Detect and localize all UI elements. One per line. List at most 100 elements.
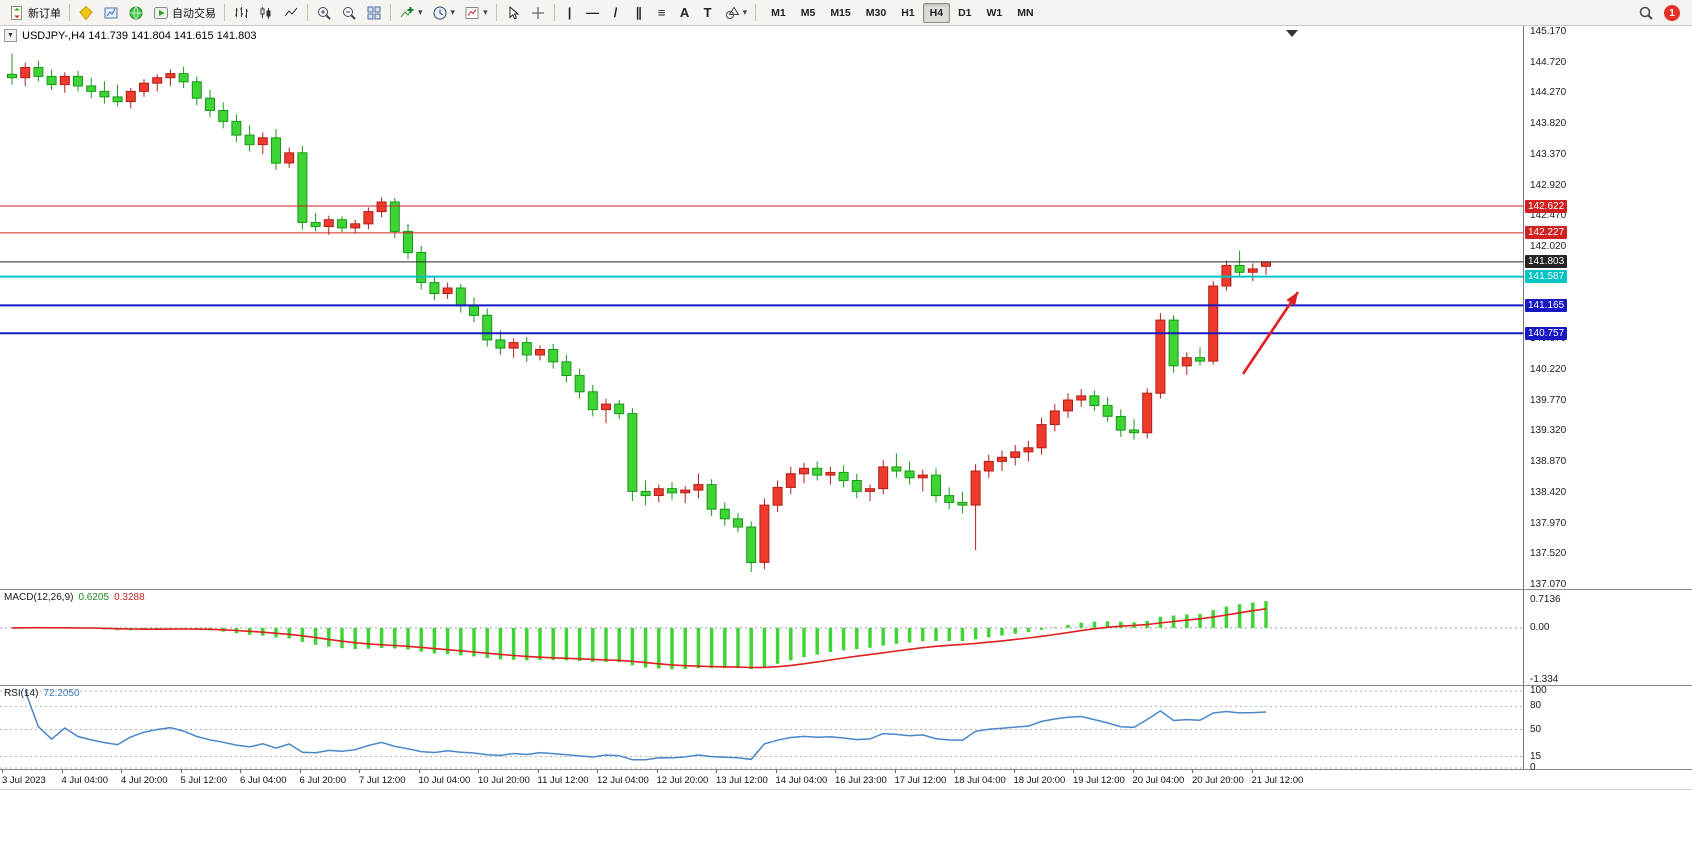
periods-button[interactable]: ▾	[428, 2, 460, 24]
rsi-axis-label: 80	[1530, 700, 1542, 712]
shapes-tool[interactable]: ▾	[720, 2, 752, 24]
toolbar-separator	[224, 4, 225, 21]
toolbar-separator	[755, 4, 757, 21]
indicators-button[interactable]: ▾	[395, 2, 427, 24]
text-tool-icon: A	[679, 5, 690, 20]
navigator-button[interactable]	[124, 2, 148, 24]
chart-shift-marker[interactable]	[1286, 30, 1298, 37]
data-window-button[interactable]	[99, 2, 123, 24]
cursor-button[interactable]	[501, 2, 525, 24]
time-tick	[121, 770, 122, 773]
timeframe-button-d1[interactable]: D1	[958, 6, 972, 19]
macd-panel[interactable]: MACD(12,26,9) 0.6205 0.3288 0.7136 0.00 -1…	[0, 590, 1692, 686]
zoom-in-button[interactable]	[312, 2, 336, 24]
tile-windows-button[interactable]	[362, 2, 386, 24]
time-tick	[1073, 770, 1074, 773]
channel-tool[interactable]: ∥	[628, 2, 650, 24]
new-order-label: 新订单	[28, 7, 61, 20]
price-tag-141.587: 141.587	[1525, 270, 1568, 284]
one-click-collapse-button[interactable]: ▼	[4, 29, 17, 42]
timeframe-button-h1[interactable]: H1	[901, 6, 915, 19]
timeframe-button-m1[interactable]: M1	[771, 6, 786, 19]
time-axis-label: 12 Jul 20:00	[656, 775, 709, 786]
trendline-tool[interactable]: /	[605, 2, 627, 24]
fibonacci-tool[interactable]: ≡	[651, 2, 673, 24]
price-axis-label: 144.720	[1530, 56, 1567, 68]
time-axis[interactable]: 3 Jul 2023 4 Jul 04:00 4 Jul 20:00 5 Jul 12…	[0, 770, 1692, 790]
time-tick	[597, 770, 598, 773]
notification-badge[interactable]: 1	[1664, 5, 1680, 21]
text-tool[interactable]: A	[674, 2, 696, 24]
templates-button[interactable]: ▾	[460, 2, 492, 24]
price-axis-label: 137.970	[1530, 517, 1567, 529]
timeframe-button-m15[interactable]: M15	[830, 6, 851, 19]
timeframe-button-mn[interactable]: MN	[1017, 6, 1034, 19]
time-tick	[1192, 770, 1193, 773]
price-axis-label: 144.270	[1530, 87, 1567, 99]
candlestick-chart-icon	[260, 6, 271, 19]
price-axis-label: 143.820	[1530, 118, 1567, 130]
timeframe-button-m5[interactable]: M5	[800, 6, 816, 19]
time-axis-label: 16 Jul 23:00	[835, 775, 887, 786]
crosshair-button[interactable]	[526, 2, 550, 24]
zoom-out-button[interactable]	[337, 2, 361, 24]
price-axis: 145.170 144.720 144.270 143.820 143.370 142.9…	[1523, 26, 1692, 590]
time-tick	[1251, 770, 1253, 773]
rsi-value: 72.2050	[43, 688, 80, 699]
clock-icon	[433, 6, 447, 19]
timeframe-button-w1[interactable]: W1	[986, 6, 1003, 19]
toolbar-separator	[390, 4, 391, 21]
autotrading-label: 自动交易	[172, 7, 216, 20]
toolbar: 新订单 自动交易	[0, 0, 1692, 26]
time-axis-label: 10 Jul 04:00	[418, 775, 471, 786]
main-chart-plot[interactable]	[0, 26, 1523, 589]
metaeditor-icon	[79, 5, 93, 20]
price-tag-142.622: 142.622	[1525, 199, 1568, 213]
main-chart-panel[interactable]: ▼ USDJPY-,H4 141.739 141.804 141.615 141…	[0, 26, 1692, 590]
fibonacci-icon: ≡	[657, 5, 666, 20]
search-icon[interactable]	[1638, 5, 1654, 21]
time-tick	[1132, 770, 1134, 773]
chart-window: ▼ USDJPY-,H4 141.739 141.804 141.615 141…	[0, 26, 1692, 851]
time-axis-label: 20 Jul 20:00	[1192, 775, 1244, 786]
time-axis-label: 21 Jul 12:00	[1251, 775, 1304, 786]
macd-histogram	[23, 601, 1268, 670]
label-tool-icon: T	[703, 5, 712, 20]
rsi-plot[interactable]	[0, 686, 1523, 769]
time-axis-label: 3 Jul 2023	[2, 775, 46, 786]
label-tool[interactable]: T	[697, 2, 719, 24]
rsi-panel[interactable]: RSI(14) 72.2050 100 80 50 15 0	[0, 686, 1692, 773]
candlestick-series	[7, 53, 1271, 572]
price-axis-label: 140.220	[1530, 363, 1567, 375]
time-axis-label: 12 Jul 04:00	[597, 775, 649, 786]
timeframe-button-h4[interactable]: H4	[922, 2, 951, 23]
autotrading-button[interactable]: 自动交易	[149, 2, 220, 24]
timeframe-button-m30[interactable]: M30	[865, 6, 887, 19]
trend-arrow[interactable]	[1241, 291, 1300, 375]
vertical-line-tool[interactable]: |	[559, 2, 581, 24]
horizontal-line-tool[interactable]: —	[582, 2, 604, 24]
macd-label: MACD(12,26,9) 0.6205 0.3288	[4, 592, 145, 603]
time-axis-label: 5 Jul 12:00	[180, 775, 227, 786]
macd-plot[interactable]	[0, 590, 1523, 685]
zoom-out-icon	[343, 6, 356, 20]
rsi-axis-label: 15	[1530, 750, 1542, 762]
macd-axis-label: 0.00	[1530, 621, 1550, 633]
price-axis-label: 138.420	[1530, 486, 1567, 498]
time-tick	[478, 770, 479, 773]
time-axis-label: 7 Jul 12:00	[359, 775, 406, 786]
line-chart-button[interactable]	[279, 2, 303, 24]
macd-axis-label: 0.7136	[1530, 594, 1561, 605]
time-tick	[2, 770, 3, 773]
time-axis-label: 4 Jul 20:00	[121, 775, 168, 786]
toolbar-separator	[553, 4, 555, 21]
macd-axis: 0.7136 0.00 -1.334	[1523, 590, 1692, 685]
metaeditor-button[interactable]	[74, 2, 98, 24]
bar-chart-button[interactable]	[229, 2, 253, 24]
candlestick-chart-button[interactable]	[254, 2, 278, 24]
macd-axis-label: -1.334	[1530, 674, 1559, 685]
chart-title-text: USDJPY-,H4 141.739 141.804 141.615 141.8…	[22, 29, 257, 42]
new-order-button[interactable]: 新订单	[5, 2, 65, 24]
new-order-icon	[11, 5, 22, 20]
macd-signal-line	[11, 608, 1267, 669]
